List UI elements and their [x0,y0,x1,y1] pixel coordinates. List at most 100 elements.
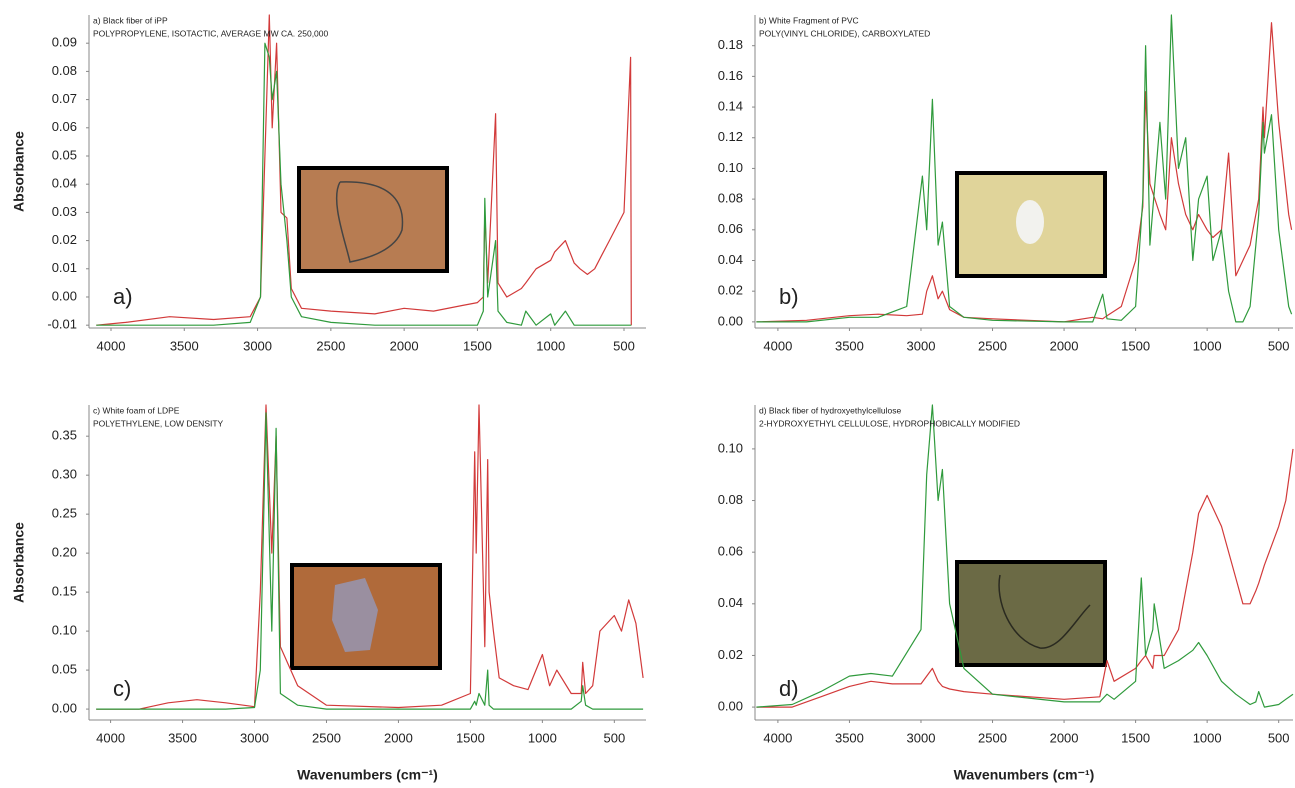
legend-label: 2-HYDROXYETHYL CELLULOSE, HYDROPHOBICALL… [759,418,1020,428]
y-tick-label: 0.18 [718,37,743,52]
x-tick-label: 3000 [243,338,272,353]
y-tick-label: 0.01 [52,260,77,275]
x-tick-label: 500 [1268,730,1290,745]
y-tick-label: 0.08 [718,191,743,206]
foam [332,578,378,652]
spectrum-line [756,448,1294,708]
legend-label: POLYPROPYLENE, ISOTACTIC, AVERAGE MW CA.… [93,28,329,38]
x-tick-label: 4000 [97,338,126,353]
micrograph-insets [290,166,1107,670]
y-tick-label: 0.20 [52,545,77,560]
y-tick-label: 0.02 [718,647,743,662]
panel-letter: d) [779,676,799,701]
legend-label: b) White Fragment of PVC [759,15,859,25]
y-tick-label: 0.09 [52,35,77,50]
y-tick-label: -0.01 [47,317,77,332]
x-tick-label: 2000 [390,338,419,353]
fragment [1016,200,1044,244]
spectrum-line [96,42,632,326]
y-tick-label: 0.03 [52,204,77,219]
x-tick-label: 3500 [168,730,197,745]
x-tick-label: 3500 [835,338,864,353]
x-tick-label: 500 [603,730,625,745]
x-tick-label: 1500 [1121,338,1150,353]
y-tick-label: 0.00 [718,699,743,714]
y-tick-label: 0.05 [52,662,77,677]
spectrum-line [756,14,1293,323]
y-tick-label: 0.06 [52,119,77,134]
x-tick-label: 2000 [1050,338,1079,353]
y-tick-label: 0.04 [718,252,743,267]
y-tick-label: 0.06 [718,221,743,236]
x-tick-label: 2000 [1050,730,1079,745]
x-tick-label: 4000 [763,338,792,353]
fiber [335,181,404,263]
y-tick-label: 0.30 [52,467,77,482]
y-tick-label: 0.02 [718,283,743,298]
x-tick-label: 500 [1268,338,1290,353]
panel-letter: a) [113,284,133,309]
y-tick-label: 0.12 [718,129,743,144]
y-tick-label: 0.15 [52,584,77,599]
x-tick-label: 3500 [835,730,864,745]
y-tick-label: 0.00 [52,288,77,303]
x-tick-label: 2500 [978,730,1007,745]
spectrum-line [756,22,1293,323]
x-tick-label: 4000 [763,730,792,745]
legend-label: a) Black fiber of iPP [93,15,168,25]
x-tick-label: 1000 [1193,338,1222,353]
x-tick-label: 2500 [978,338,1007,353]
panel: 0.00 0.02 0.04 0.06 0.08 0.10 0.12 0.14 0.16 0.18… [718,14,1293,353]
legend-label: d) Black fiber of hydroxyethylcellulose [759,405,901,415]
x-tick-label: 3000 [907,338,936,353]
y-tick-label: 0.10 [52,623,77,638]
x-axis-title: Wavenumbers (cm⁻¹) [954,767,1095,783]
x-tick-label: 2500 [312,730,341,745]
y-tick-label: 0.08 [52,63,77,78]
spectrum-line [756,404,1294,708]
legend-label: POLY(VINYL CHLORIDE), CARBOXYLATED [759,28,930,38]
spectrum-line [96,404,644,710]
panel-letter: b) [779,284,799,309]
x-tick-label: 2500 [316,338,345,353]
panel: -0.01 0.00 0.01 0.02 0.03 0.04 0.05 0.06 0.07 0.0… [11,14,646,353]
legend-label: POLYETHYLENE, LOW DENSITY [93,418,224,428]
y-axis-title: Absorbance [11,131,27,212]
y-tick-label: 0.06 [718,544,743,559]
x-tick-label: 1500 [463,338,492,353]
x-tick-label: 500 [613,338,635,353]
x-tick-label: 3000 [240,730,269,745]
y-tick-label: 0.04 [718,595,743,610]
x-tick-label: 2000 [384,730,413,745]
fiber [998,574,1091,649]
x-tick-label: 1000 [536,338,565,353]
panel-letter: c) [113,676,131,701]
legend-label: c) White foam of LDPE [93,405,180,415]
y-tick-label: 0.35 [52,428,77,443]
x-tick-label: 4000 [96,730,125,745]
y-axis-title: Absorbance [11,522,27,603]
micrograph-d [955,560,1107,667]
y-tick-label: 0.08 [718,492,743,507]
y-tick-label: 0.04 [52,176,77,191]
y-tick-label: 0.10 [718,440,743,455]
y-tick-label: 0.07 [52,91,77,106]
y-tick-label: 0.00 [52,701,77,716]
panel: 0.00 0.02 0.04 0.06 0.08 0.10 4000 3500 3000 2500… [718,404,1294,783]
x-tick-label: 1000 [1193,730,1222,745]
y-tick-label: 0.10 [718,160,743,175]
x-tick-label: 1000 [528,730,557,745]
x-axis-title: Wavenumbers (cm⁻¹) [297,767,438,783]
panel: 0.00 0.05 0.10 0.15 0.20 0.25 0.30 0.35 4000 3500… [11,404,646,783]
y-tick-label: 0.16 [718,68,743,83]
x-tick-label: 3000 [907,730,936,745]
spectrum-line [96,412,644,710]
y-tick-label: 0.25 [52,506,77,521]
x-tick-label: 3500 [170,338,199,353]
y-tick-label: 0.02 [52,232,77,247]
x-tick-label: 1500 [1121,730,1150,745]
y-tick-label: 0.05 [52,147,77,162]
x-tick-label: 1500 [456,730,485,745]
y-tick-label: 0.00 [718,313,743,328]
